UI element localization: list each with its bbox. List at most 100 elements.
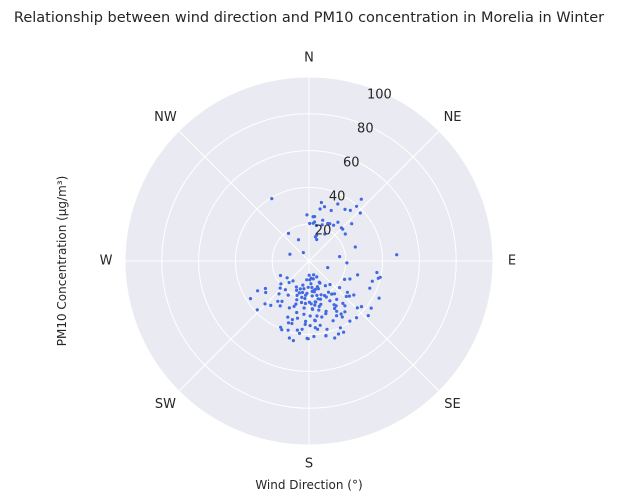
data-point bbox=[295, 316, 300, 320]
data-point bbox=[339, 312, 343, 316]
data-point bbox=[348, 208, 352, 212]
grid-spoke bbox=[308, 130, 440, 262]
data-point bbox=[287, 306, 291, 310]
data-point bbox=[278, 273, 283, 278]
data-point bbox=[369, 306, 373, 310]
data-point bbox=[341, 227, 345, 231]
data-point bbox=[342, 330, 346, 334]
direction-label-sw: SW bbox=[155, 397, 176, 412]
data-point bbox=[313, 318, 317, 322]
data-point bbox=[319, 200, 323, 205]
direction-label-ne: NE bbox=[444, 110, 462, 125]
data-point bbox=[333, 306, 337, 311]
data-point bbox=[343, 277, 347, 281]
data-point bbox=[352, 293, 356, 297]
data-point bbox=[347, 294, 351, 298]
data-point bbox=[368, 286, 372, 290]
data-point bbox=[320, 315, 324, 319]
data-point bbox=[276, 299, 280, 303]
data-point bbox=[303, 322, 307, 326]
data-point bbox=[316, 297, 320, 301]
data-point bbox=[355, 306, 359, 310]
data-point bbox=[286, 328, 290, 332]
data-point bbox=[295, 310, 299, 315]
data-point bbox=[302, 312, 306, 316]
data-point bbox=[345, 290, 349, 294]
radial-tick-label: 60 bbox=[343, 156, 360, 171]
data-point bbox=[310, 294, 314, 298]
data-point bbox=[323, 232, 327, 236]
data-point bbox=[378, 275, 382, 279]
data-point bbox=[329, 208, 333, 213]
data-point bbox=[336, 332, 341, 336]
data-point bbox=[286, 321, 291, 325]
data-point bbox=[326, 290, 331, 294]
data-point bbox=[328, 299, 332, 303]
data-point bbox=[315, 275, 319, 279]
data-point bbox=[308, 221, 312, 226]
data-point bbox=[300, 327, 304, 331]
data-point bbox=[255, 308, 259, 312]
data-point bbox=[336, 202, 340, 206]
data-point bbox=[283, 288, 287, 292]
data-point bbox=[353, 245, 357, 249]
data-point bbox=[301, 251, 305, 255]
data-point bbox=[316, 287, 320, 291]
data-point bbox=[370, 279, 374, 283]
direction-label-nw: NW bbox=[154, 110, 177, 125]
data-point bbox=[295, 328, 299, 332]
direction-label-w: W bbox=[100, 254, 113, 269]
data-point bbox=[300, 295, 304, 299]
data-point bbox=[313, 303, 317, 307]
data-point bbox=[306, 285, 310, 289]
data-point bbox=[305, 278, 309, 282]
data-point bbox=[270, 197, 274, 201]
data-point bbox=[298, 287, 302, 291]
data-point bbox=[343, 304, 347, 308]
data-point bbox=[377, 296, 381, 300]
data-point bbox=[308, 314, 312, 318]
radial-tick-label: 40 bbox=[329, 190, 346, 205]
data-point bbox=[312, 273, 316, 277]
data-point bbox=[354, 316, 359, 320]
data-point bbox=[297, 331, 302, 335]
data-point bbox=[286, 315, 290, 319]
data-point bbox=[359, 305, 364, 309]
direction-label-n: N bbox=[304, 51, 314, 66]
data-point bbox=[304, 319, 308, 323]
data-point bbox=[318, 323, 322, 327]
data-point bbox=[311, 307, 315, 311]
radial-tick-label: 100 bbox=[367, 88, 392, 103]
data-point bbox=[312, 334, 316, 339]
data-point bbox=[304, 293, 308, 297]
data-point bbox=[300, 290, 305, 295]
data-point bbox=[322, 205, 327, 209]
data-point bbox=[292, 304, 296, 308]
data-point bbox=[296, 238, 301, 242]
data-point bbox=[340, 315, 344, 319]
data-point bbox=[307, 273, 311, 277]
radial-tick-label: 20 bbox=[315, 224, 332, 239]
chart-title: Relationship between wind direction and … bbox=[14, 10, 604, 26]
data-point bbox=[348, 319, 352, 323]
data-point bbox=[288, 252, 292, 256]
data-point bbox=[325, 327, 329, 331]
data-point bbox=[343, 310, 347, 314]
data-point bbox=[338, 255, 342, 259]
data-point bbox=[279, 325, 283, 329]
data-point bbox=[341, 301, 345, 305]
data-point bbox=[263, 286, 267, 291]
data-point bbox=[269, 303, 273, 307]
data-point bbox=[291, 279, 295, 283]
data-point bbox=[309, 302, 313, 306]
data-point bbox=[330, 292, 334, 296]
data-point bbox=[338, 326, 342, 330]
data-point bbox=[294, 285, 298, 289]
data-point bbox=[332, 292, 337, 296]
data-point bbox=[285, 276, 289, 280]
data-point bbox=[318, 297, 323, 301]
data-point bbox=[358, 211, 362, 215]
polar-plot-area: N NE E SE S SW W NW 20 40 60 80 100 bbox=[100, 51, 517, 472]
data-point bbox=[332, 223, 336, 227]
